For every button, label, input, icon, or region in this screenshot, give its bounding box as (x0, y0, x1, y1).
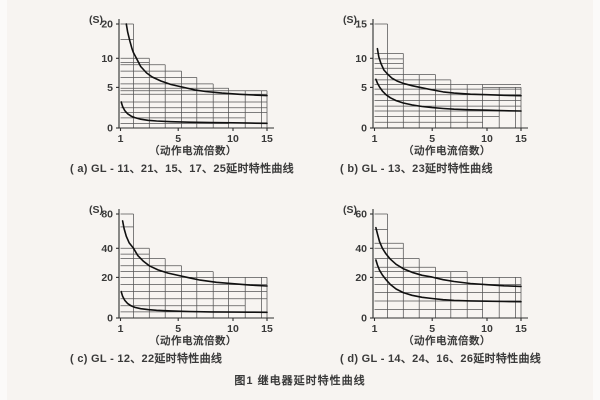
svg-text:5: 5 (429, 323, 435, 335)
tolerance-band-grid (374, 23, 522, 128)
characteristic-curves (375, 47, 522, 112)
svg-text:1: 1 (372, 323, 378, 335)
svg-text:0: 0 (361, 313, 367, 325)
svg-text:5: 5 (175, 323, 181, 335)
upper-limit-curve (376, 47, 522, 97)
lower-limit-curve (375, 259, 522, 303)
svg-text:10: 10 (481, 323, 493, 335)
svg-text:10: 10 (227, 323, 239, 335)
tolerance-band-grid (120, 213, 268, 318)
y-axis-unit-label: (S) (343, 204, 357, 216)
svg-text:20: 20 (101, 272, 113, 284)
upper-limit-curve (121, 220, 268, 287)
svg-text:1: 1 (118, 133, 124, 145)
svg-text:10: 10 (101, 53, 113, 65)
tolerance-band-grid (120, 23, 268, 128)
axes (116, 209, 274, 321)
page-edge-right (593, 0, 600, 400)
chart-a-caption: ( a) GL - 11、21、15、17、25延时特性曲线 (70, 163, 294, 175)
characteristic-curves (120, 23, 268, 125)
x-axis-title: （动作电流倍数） (149, 335, 237, 347)
x-axis-title: （动作电流倍数） (403, 145, 491, 157)
tolerance-band-grid (374, 213, 522, 318)
characteristic-curves (120, 220, 268, 314)
svg-text:0: 0 (361, 123, 367, 135)
figure-caption: 图1 继电器延时特性曲线 (234, 375, 366, 387)
axes (370, 209, 528, 321)
svg-text:10: 10 (481, 133, 493, 145)
y-axis-unit-label: (S) (89, 204, 103, 216)
svg-text:10: 10 (227, 133, 239, 145)
svg-text:80: 80 (101, 209, 113, 221)
svg-text:5: 5 (175, 133, 181, 145)
chart-d: (S) 0 20 40 60 1 5 10 15 （动作电流倍数） ( d) GL - 14、… (312, 196, 564, 372)
x-axis-title: （动作电流倍数） (403, 335, 491, 347)
x-axis-title: （动作电流倍数） (149, 145, 237, 157)
svg-text:5: 5 (429, 133, 435, 145)
page-edge-left (0, 0, 7, 400)
lower-limit-curve (120, 101, 268, 125)
svg-text:1: 1 (118, 323, 124, 335)
svg-text:0: 0 (107, 123, 113, 135)
svg-text:10: 10 (355, 53, 367, 65)
lower-limit-curve (120, 290, 268, 314)
chart-b: (S) 0 5 10 15 1 5 10 15 （动作电流倍数） ( b) GL - 13、2… (312, 6, 564, 182)
svg-text:20: 20 (101, 19, 113, 31)
svg-text:60: 60 (355, 209, 367, 221)
svg-text:15: 15 (515, 133, 527, 145)
svg-text:15: 15 (515, 323, 527, 335)
chart-c: (S) 0 20 40 80 1 5 10 15 （动作电流倍数） ( c) GL - 12、… (58, 196, 310, 372)
svg-text:0: 0 (107, 313, 113, 325)
svg-text:20: 20 (355, 272, 367, 284)
chart-d-caption: ( d) GL - 14、24、16、26延时特性曲线 (340, 353, 542, 365)
svg-text:15: 15 (261, 133, 273, 145)
characteristic-curves (375, 226, 522, 303)
y-axis-unit-label: (S) (343, 14, 357, 26)
svg-text:40: 40 (101, 243, 113, 255)
chart-a: (S) 0 5 10 20 1 5 10 15 （动作电流倍数） ( a) GL - 11、2… (58, 6, 310, 182)
axes (116, 19, 274, 131)
upper-limit-curve (375, 226, 522, 288)
lower-limit-curve (375, 78, 522, 112)
upper-limit-curve (125, 23, 268, 97)
svg-text:5: 5 (361, 82, 367, 94)
svg-text:15: 15 (355, 19, 367, 31)
chart-b-caption: ( b) GL - 13、23延时特性曲线 (340, 163, 493, 175)
chart-c-caption: ( c) GL - 12、22延时特性曲线 (70, 353, 223, 365)
axes (370, 19, 528, 131)
svg-text:1: 1 (372, 133, 378, 145)
svg-text:40: 40 (355, 243, 367, 255)
svg-text:5: 5 (107, 82, 113, 94)
svg-text:15: 15 (261, 323, 273, 335)
y-axis-unit-label: (S) (89, 14, 103, 26)
